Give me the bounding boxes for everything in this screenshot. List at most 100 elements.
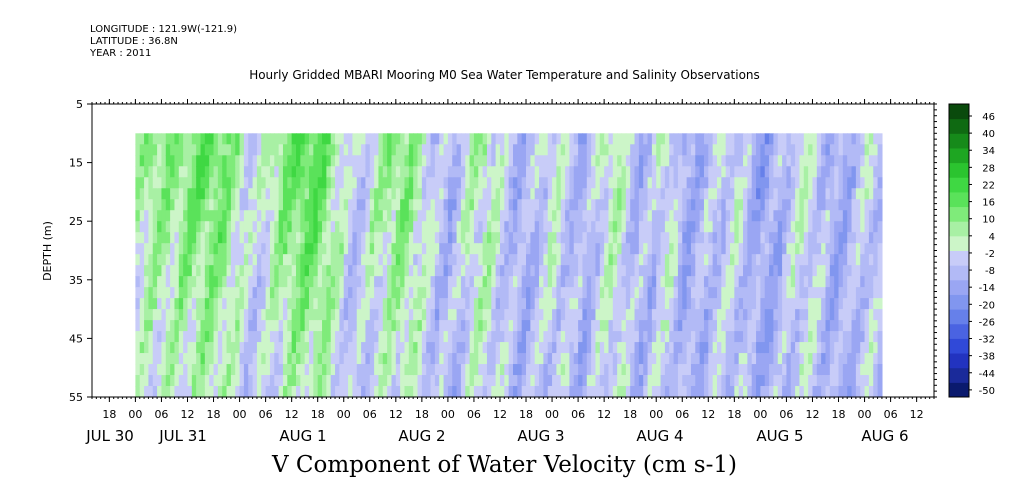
heatmap-cell [725, 188, 731, 200]
heatmap-cell [256, 177, 262, 189]
heatmap-cell [769, 276, 775, 288]
heatmap-cell [595, 320, 601, 332]
heatmap-cell [374, 287, 380, 299]
heatmap-cell [204, 265, 210, 277]
heatmap-cell [295, 353, 301, 365]
heatmap-cell [808, 243, 814, 255]
heatmap-cell [842, 298, 848, 310]
heatmap-cell [348, 232, 354, 244]
heatmap-cell [552, 342, 557, 354]
heatmap-cell [335, 320, 340, 332]
heatmap-cell [404, 287, 410, 299]
heatmap-cell [721, 331, 727, 343]
heatmap-cell [304, 243, 310, 255]
heatmap-cell [187, 276, 193, 288]
heatmap-cell [499, 188, 505, 200]
heatmap-cell [695, 221, 701, 233]
heatmap-cell [352, 133, 358, 145]
heatmap-cell [265, 320, 271, 332]
heatmap-cell [612, 232, 618, 244]
heatmap-cell [261, 199, 267, 211]
heatmap-cell [139, 265, 145, 277]
heatmap-cell [803, 243, 809, 255]
heatmap-cell [326, 265, 332, 277]
heatmap-cell [313, 232, 319, 244]
heatmap-cell [829, 320, 835, 332]
heatmap-cell [638, 133, 644, 145]
heatmap-cell [716, 155, 722, 167]
heatmap-cell [756, 375, 761, 387]
colorbar-swatch [949, 353, 969, 369]
heatmap-cell [170, 155, 176, 167]
heatmap-cell [322, 166, 327, 178]
heatmap-cell [738, 232, 744, 244]
heatmap-cell [855, 298, 861, 310]
heatmap-cell [630, 166, 636, 178]
heatmap-cell [660, 155, 666, 167]
heatmap-cell [243, 375, 249, 387]
heatmap-cell [369, 133, 375, 145]
heatmap-cell [452, 276, 458, 288]
heatmap-cell [361, 353, 367, 365]
heatmap-cell [417, 243, 423, 255]
heatmap-cell [608, 298, 614, 310]
heatmap-cell [712, 276, 718, 288]
heatmap-cell [764, 254, 770, 266]
heatmap-cell [191, 375, 197, 387]
heatmap-cell [222, 386, 228, 398]
heatmap-cell [539, 166, 544, 178]
heatmap-cell [352, 254, 358, 266]
heatmap-cell [443, 386, 449, 398]
heatmap-cell [161, 243, 167, 255]
heatmap-cell [803, 188, 809, 200]
heatmap-cell [196, 144, 202, 156]
heatmap-cell [504, 221, 510, 233]
heatmap-cell [291, 254, 297, 266]
heatmap-cell [769, 287, 775, 299]
heatmap-cell [599, 166, 605, 178]
heatmap-cell [703, 188, 709, 200]
heatmap-cell [295, 265, 301, 277]
heatmap-cell [747, 177, 753, 189]
heatmap-cell [504, 364, 510, 376]
heatmap-cell [170, 221, 176, 233]
heatmap-cell [595, 144, 601, 156]
heatmap-cell [161, 276, 167, 288]
heatmap-cell [578, 375, 584, 387]
heatmap-cell [543, 144, 549, 156]
heatmap-cell [751, 364, 757, 376]
heatmap-cell [343, 298, 349, 310]
heatmap-cell [209, 298, 215, 310]
heatmap-cell [152, 166, 158, 178]
heatmap-cell [274, 221, 280, 233]
heatmap-cell [673, 199, 679, 211]
heatmap-cell [786, 232, 792, 244]
heatmap-cell [682, 188, 688, 200]
heatmap-cell [395, 386, 401, 398]
heatmap-cell [751, 155, 757, 167]
heatmap-cell [196, 221, 202, 233]
heatmap-cell [777, 133, 783, 145]
heatmap-cell [621, 342, 627, 354]
heatmap-cell [395, 276, 401, 288]
heatmap-cell [313, 309, 319, 321]
heatmap-cell [625, 144, 631, 156]
heatmap-cell [343, 133, 349, 145]
heatmap-cell [760, 254, 766, 266]
heatmap-cell [764, 364, 770, 376]
heatmap-cell [482, 309, 488, 321]
heatmap-cell [478, 331, 484, 343]
heatmap-cell [369, 221, 375, 233]
heatmap-cell [161, 166, 167, 178]
heatmap-cell [170, 133, 176, 145]
heatmap-cell [482, 375, 488, 387]
heatmap-cell [621, 232, 627, 244]
heatmap-cell [877, 309, 883, 321]
heatmap-cell [821, 177, 827, 189]
heatmap-cell [651, 342, 657, 354]
heatmap-cell [816, 331, 822, 343]
heatmap-cell [677, 210, 683, 222]
heatmap-cell [365, 254, 371, 266]
heatmap-cell [265, 309, 271, 321]
heatmap-cell [560, 331, 566, 343]
